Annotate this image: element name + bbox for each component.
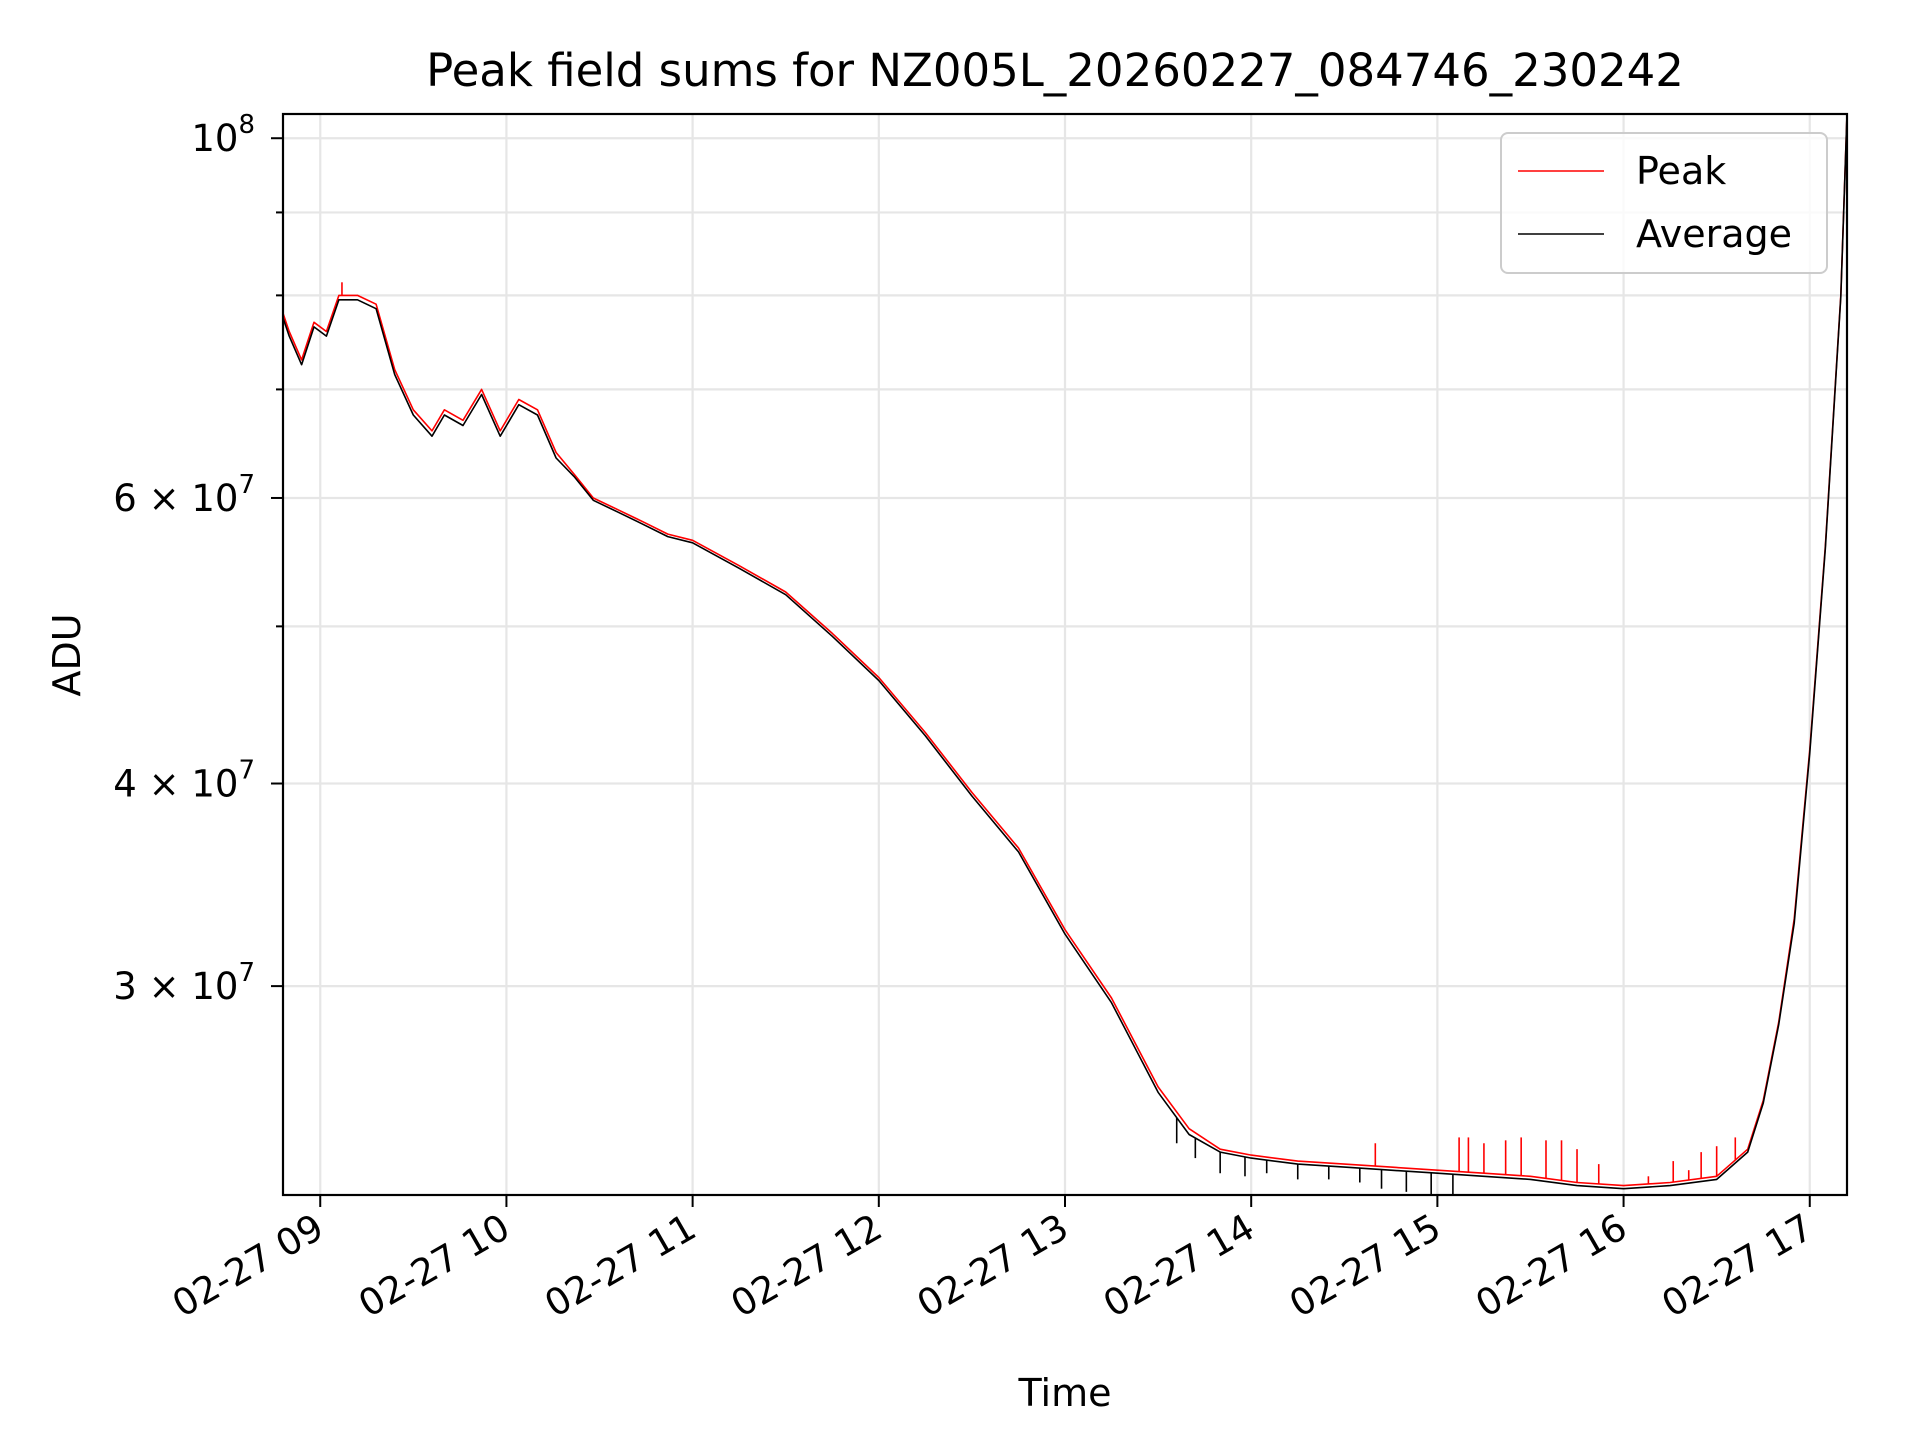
legend-box	[1500, 132, 1828, 274]
chart-title: Peak field sums for NZ005L_20260227_0847…	[426, 44, 1684, 97]
series-lines	[282, 113, 1848, 1195]
x-axis-label: Time	[1018, 1371, 1112, 1415]
series-line-peak	[282, 113, 1848, 1187]
y-axis-label: ADU	[45, 613, 89, 696]
y-axis-ticks: 108 6 × 107 4 × 107 3 × 107	[113, 110, 283, 1008]
y-tick-label: 108	[191, 110, 255, 160]
legend-label-peak: Peak	[1636, 149, 1726, 193]
y-tick-label: 6 × 107	[113, 470, 255, 520]
y-tick-label: 4 × 107	[113, 756, 255, 806]
y-tick-label: 3 × 107	[113, 958, 255, 1008]
legend: Peak Average	[1500, 132, 1828, 274]
series-line-average	[282, 113, 1848, 1190]
legend-label-average: Average	[1636, 212, 1792, 256]
